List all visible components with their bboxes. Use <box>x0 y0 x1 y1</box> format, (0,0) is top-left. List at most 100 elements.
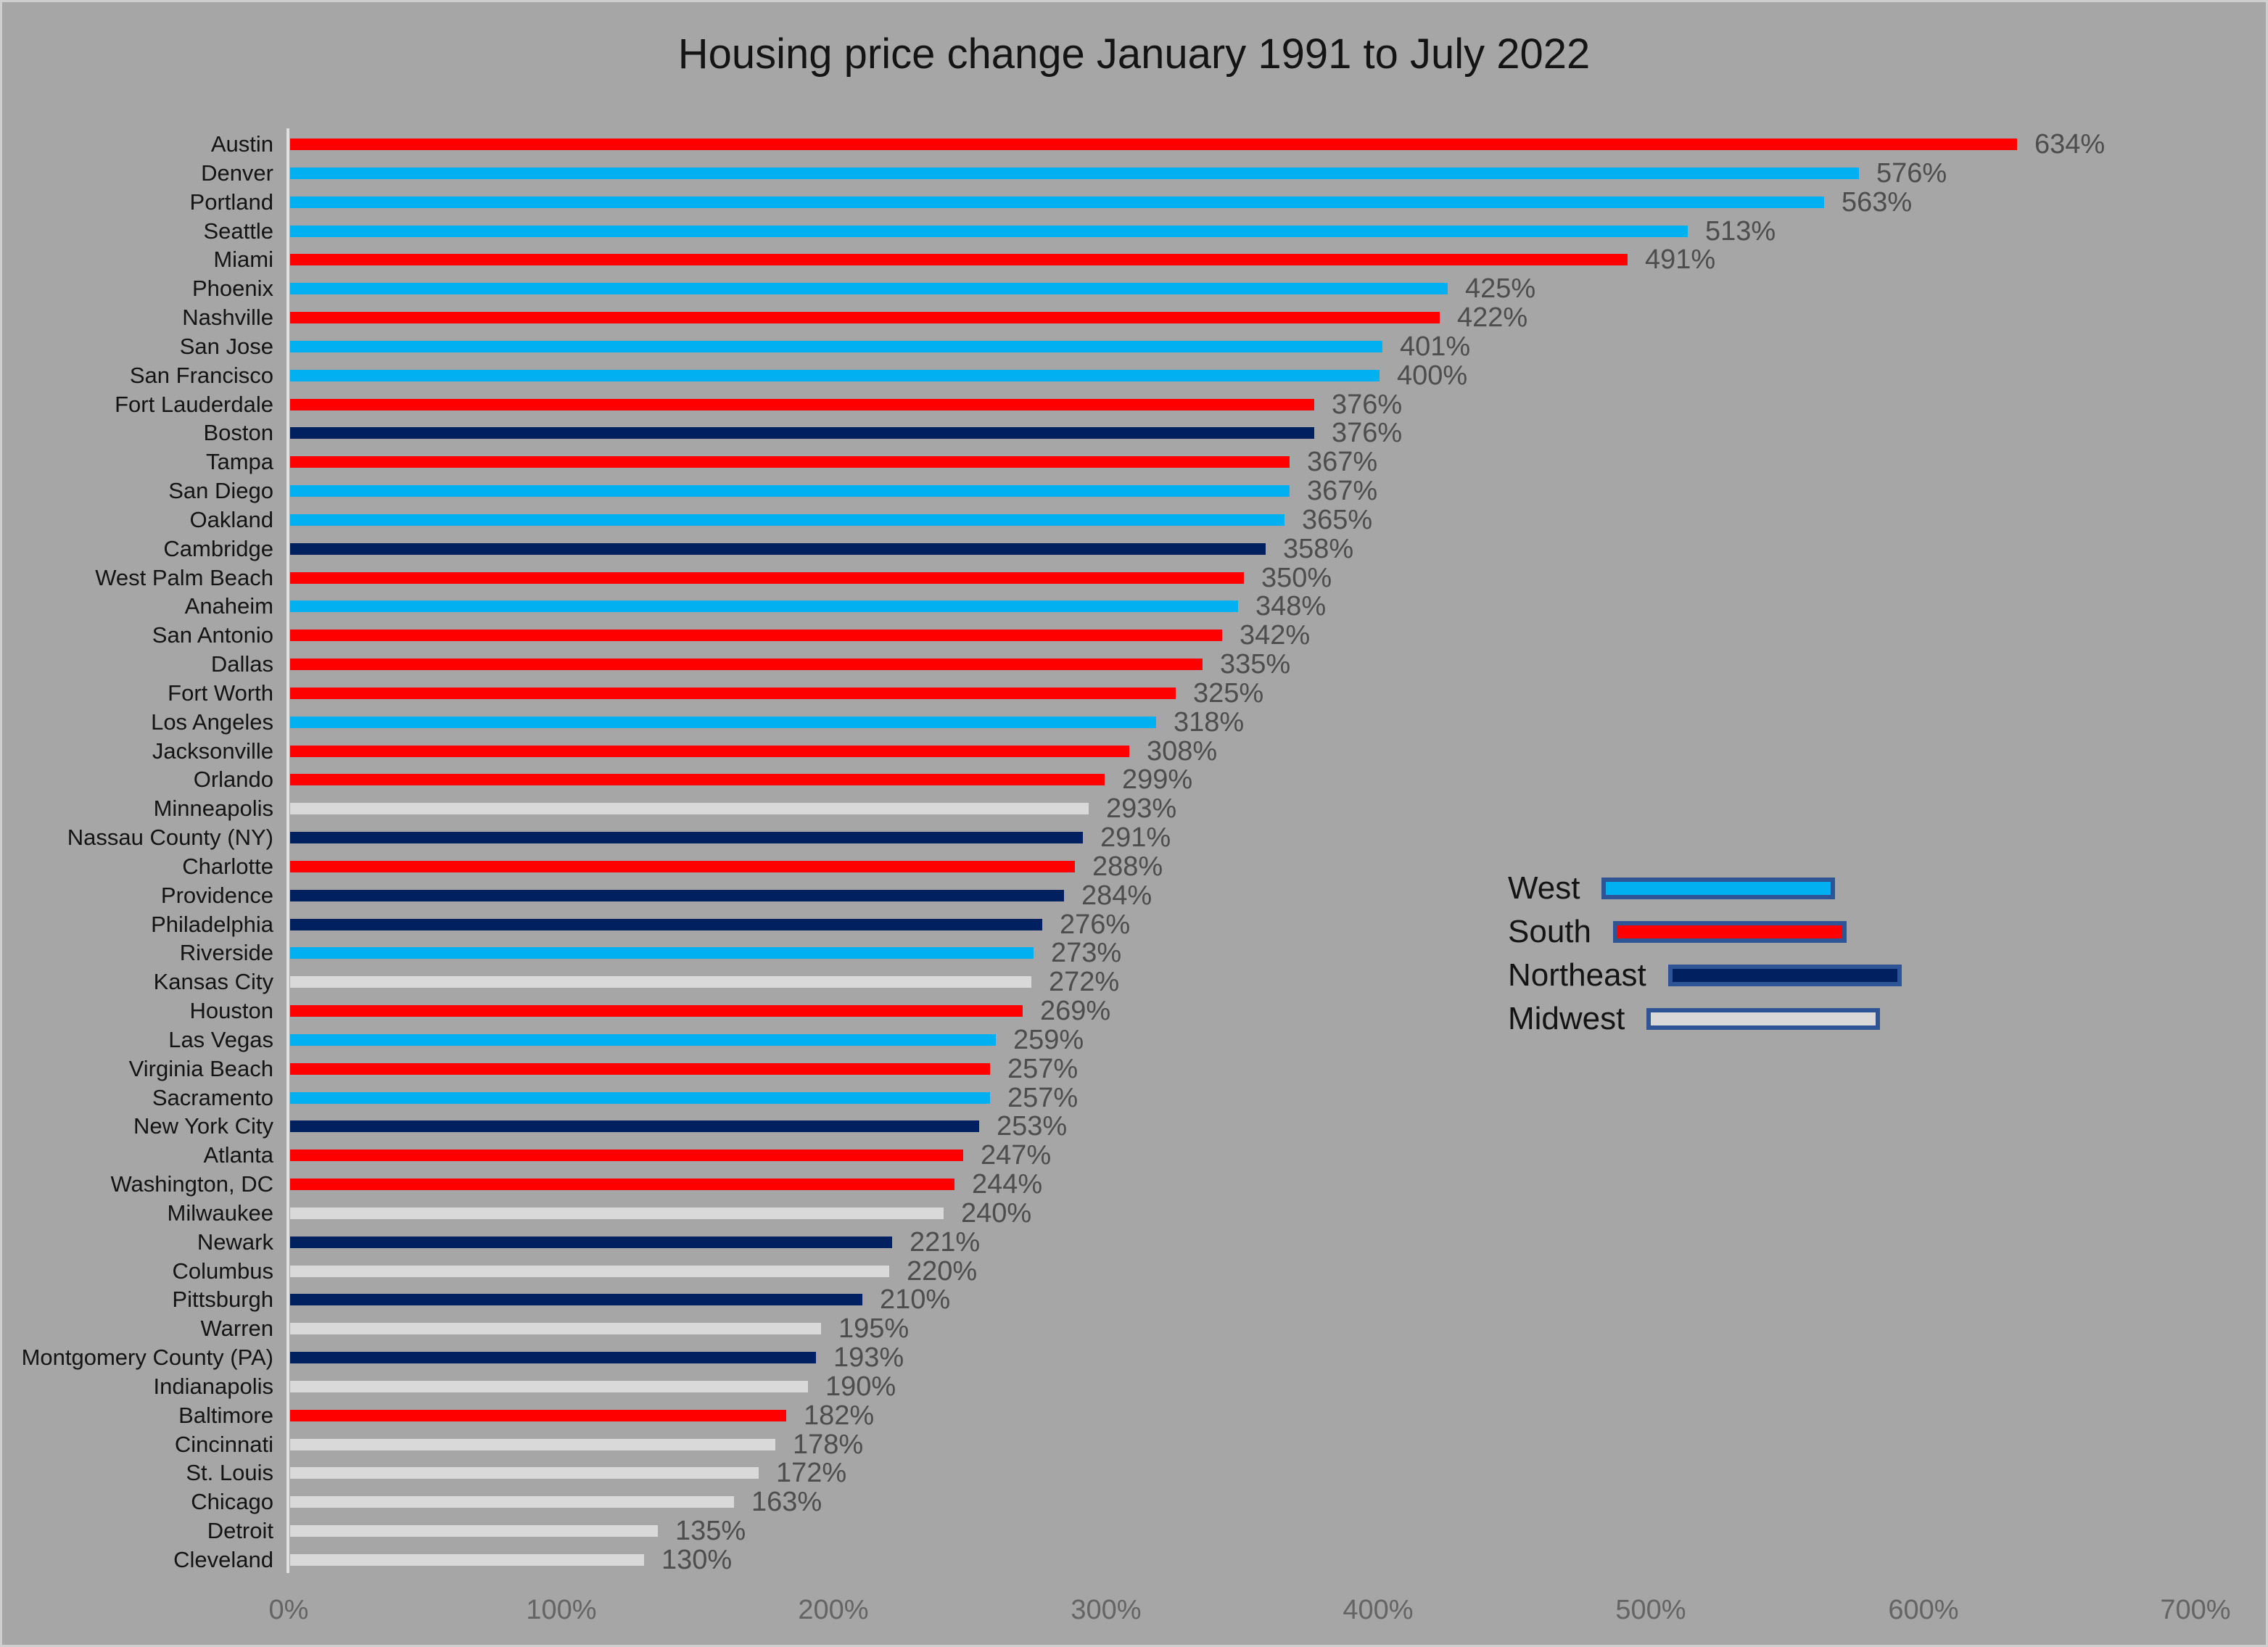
city-label: Fort Worth <box>168 680 273 706</box>
bar-row: San Francisco 400% <box>2 360 2266 391</box>
bar-row: Columbus 220% <box>2 1255 2266 1287</box>
value-label: 273% <box>1051 937 1122 968</box>
bar-west <box>290 514 1284 526</box>
bar-south <box>290 746 1129 757</box>
city-label: Minneapolis <box>153 796 273 821</box>
value-label: 401% <box>1400 331 1471 362</box>
bar-row: Pittsburgh 210% <box>2 1284 2266 1315</box>
value-label: 221% <box>910 1226 981 1258</box>
city-label: Tampa <box>205 449 273 474</box>
bar-row: Baltimore 182% <box>2 1400 2266 1431</box>
bar-west <box>290 947 1034 959</box>
bar-south <box>290 139 2017 150</box>
value-label: 210% <box>880 1284 951 1315</box>
value-label: 178% <box>793 1429 864 1460</box>
city-label: Kansas City <box>153 969 273 994</box>
value-label: 195% <box>838 1313 910 1344</box>
city-label: Nassau County (NY) <box>67 825 273 850</box>
city-label: Baltimore <box>178 1403 273 1428</box>
bar-row: San Jose 401% <box>2 331 2266 362</box>
bar-northeast <box>290 919 1042 930</box>
city-label: West Palm Beach <box>95 565 273 590</box>
legend-row-northeast: Northeast <box>1508 954 1902 997</box>
bar-row: Nassau County (NY) 291% <box>2 822 2266 853</box>
bar-west <box>290 226 1688 237</box>
bar-south <box>290 1005 1023 1017</box>
value-label: 247% <box>981 1139 1052 1171</box>
value-label: 269% <box>1040 995 1111 1026</box>
bar-row: Phoenix 425% <box>2 273 2266 304</box>
bar-row: Houston 269% <box>2 995 2266 1026</box>
value-label: 376% <box>1332 389 1403 420</box>
city-label: Philadelphia <box>151 912 273 937</box>
bar-row: San Diego 367% <box>2 476 2266 506</box>
city-label: Newark <box>197 1229 273 1255</box>
city-label: Las Vegas <box>168 1027 273 1052</box>
value-label: 376% <box>1332 417 1403 448</box>
city-label: New York City <box>133 1113 273 1139</box>
city-label: Cincinnati <box>174 1432 273 1457</box>
city-label: Orlando <box>193 767 273 792</box>
bar-west <box>290 197 1824 208</box>
city-label: Virginia Beach <box>128 1056 273 1081</box>
legend-row-west: West <box>1508 867 1902 910</box>
value-label: 284% <box>1081 880 1152 911</box>
legend-row-midwest: Midwest <box>1508 997 1902 1041</box>
bar-row: Portland 563% <box>2 187 2266 218</box>
bar-south <box>290 861 1075 872</box>
bar-row: Cambridge 358% <box>2 534 2266 564</box>
chart-title: Housing price change January 1991 to Jul… <box>677 30 1591 78</box>
bar-west <box>290 1034 996 1046</box>
legend-label: Northeast <box>1508 957 1646 993</box>
x-axis-tick: 700% <box>2160 1595 2231 1625</box>
bar-northeast <box>290 543 1266 555</box>
bar-row: Denver 576% <box>2 158 2266 189</box>
bar-row: Anaheim 348% <box>2 591 2266 622</box>
bar-west <box>290 717 1156 728</box>
bar-row: Virginia Beach 257% <box>2 1054 2266 1084</box>
city-label: Oakland <box>189 507 273 532</box>
bar-west <box>290 485 1290 497</box>
value-label: 335% <box>1220 648 1291 680</box>
city-label: San Diego <box>168 478 273 503</box>
value-label: 182% <box>804 1400 875 1431</box>
value-label: 190% <box>825 1371 896 1402</box>
bar-row: Milwaukee 240% <box>2 1198 2266 1229</box>
bar-row: Seattle 513% <box>2 216 2266 247</box>
city-label: Cambridge <box>163 536 273 561</box>
city-label: Charlotte <box>182 854 273 879</box>
bar-south <box>290 688 1176 699</box>
city-label: San Jose <box>179 334 273 359</box>
city-label: Washington, DC <box>110 1171 273 1197</box>
bar-row: Riverside 273% <box>2 937 2266 968</box>
legend-label: South <box>1508 914 1591 949</box>
value-label: 299% <box>1122 764 1193 795</box>
bar-west <box>290 600 1238 612</box>
city-label: Columbus <box>172 1258 273 1284</box>
x-axis-tick: 300% <box>1071 1595 1142 1625</box>
value-label: 400% <box>1397 360 1468 391</box>
value-label: 367% <box>1307 446 1378 477</box>
value-label: 293% <box>1106 793 1177 824</box>
city-label: Chicago <box>191 1489 273 1514</box>
bar-row: St. Louis 172% <box>2 1458 2266 1488</box>
legend-row-south: South <box>1508 910 1902 954</box>
city-label: Boston <box>203 420 273 445</box>
bar-south <box>290 774 1105 785</box>
city-label: Dallas <box>210 651 273 677</box>
value-label: 365% <box>1302 504 1373 535</box>
bar-row: Miami 491% <box>2 244 2266 275</box>
value-label: 220% <box>907 1255 978 1287</box>
bar-northeast <box>290 1352 816 1363</box>
city-label: Houston <box>189 998 273 1023</box>
bar-row: Los Angeles 318% <box>2 707 2266 738</box>
bar-northeast <box>290 427 1314 439</box>
city-label: San Antonio <box>152 622 273 648</box>
bar-row: Kansas City 272% <box>2 967 2266 997</box>
bar-west <box>290 341 1382 352</box>
value-label: 257% <box>1007 1082 1079 1113</box>
bar-south <box>290 1179 954 1190</box>
city-label: Cleveland <box>173 1547 273 1572</box>
x-axis-tick: 500% <box>1615 1595 1686 1625</box>
